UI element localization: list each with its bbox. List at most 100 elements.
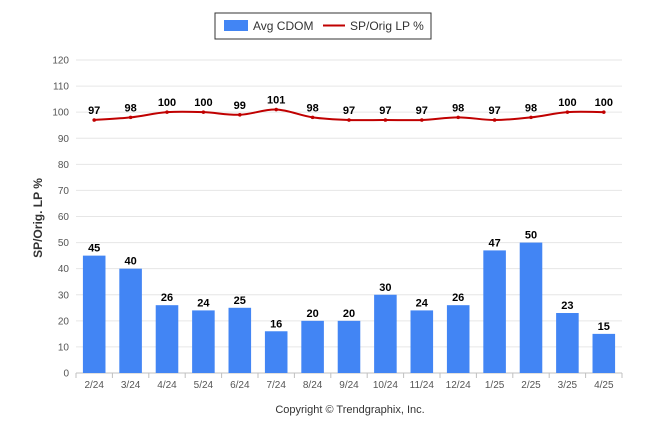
line-point-12-24 [456,115,461,120]
x-tick-label-8-24: 8/24 [303,380,323,391]
line-point-3-24 [128,115,133,120]
legend-label-bar: Avg CDOM [253,19,313,33]
bar-label-9-24: 20 [343,308,355,320]
line-label-7-24: 101 [267,95,285,107]
y-axis-ticks: 0 10 20 30 40 50 60 70 80 90 100 110 120 [52,56,69,380]
x-tick-label-4-24: 4/24 [157,380,177,391]
line-label-6-24: 99 [234,100,246,112]
y-tick-label-110: 110 [53,82,69,93]
legend: Avg CDOM SP/Orig LP % [214,12,432,40]
bar-3-24 [119,268,142,373]
bar-11-24 [410,310,434,373]
line-label-3-24: 98 [124,102,136,114]
line-data-labels: 97 98 100 100 99 101 98 97 97 97 98 97 98 100 100 [88,95,613,117]
line-label-4-24: 100 [158,97,176,109]
bar-label-3-24: 40 [124,256,136,268]
y-tick-label-80: 80 [58,160,70,171]
bar-label-6-24: 25 [234,295,246,307]
y-tick-label-100: 100 [52,108,69,119]
bar-label-2-24: 45 [88,243,100,255]
y-tick-label-40: 40 [58,264,70,275]
line-point-6-24 [238,112,242,117]
x-tick-label-12-24: 12/24 [446,380,471,391]
line-label-2-24: 97 [88,105,100,117]
x-tick-label-7-24: 7/24 [266,380,286,391]
x-tick-label-1-25: 1/25 [485,380,505,391]
bar-6-24 [228,307,252,373]
x-tick-label-9-24: 9/24 [339,380,359,391]
bar-2-25 [519,242,543,373]
bar-2-24 [82,255,106,373]
line-point-2-24 [92,118,96,122]
copyright-credit: Copyright © Trendgraphix, Inc. [275,404,424,416]
line-point-3-25 [565,110,570,114]
line-point-5-24 [201,110,206,114]
line-label-2-25: 98 [525,102,537,114]
line-point-8-24 [310,115,315,120]
bar-5-24 [192,310,215,373]
bar-label-1-25: 47 [488,237,500,249]
x-tick-label-5-24: 5/24 [194,380,214,391]
bar-label-2-25: 50 [525,230,537,242]
y-tick-label-10: 10 [58,342,70,353]
y-tick-label-90: 90 [58,134,70,145]
bar-label-12-24: 26 [452,292,464,304]
line-label-11-24: 97 [416,105,428,117]
bar-4-24 [155,305,179,373]
x-tick-label-11-24: 11/24 [410,380,435,391]
x-tick-label-2-25: 2/25 [521,380,541,391]
x-tick-label-10-24: 10/24 [373,380,398,391]
bar-label-4-25: 15 [598,321,610,333]
y-axis-title: SP/Orig. LP % [31,178,45,258]
bar-7-24 [264,331,288,373]
y-tick-label-120: 120 [52,56,69,67]
line-label-10-24: 97 [379,105,391,117]
line-label-3-25: 100 [558,97,576,109]
y-tick-label-70: 70 [58,186,70,197]
bar-data-labels: 45 40 26 24 25 16 20 20 30 24 26 47 50 23 15 [88,230,610,333]
bar-9-24 [337,320,361,373]
line-point-2-25 [529,115,533,120]
line-label-1-25: 97 [488,105,500,117]
line-label-9-24: 97 [343,105,355,117]
x-axis-ticks: 2/24 3/24 4/24 5/24 6/24 7/24 8/24 9/24 10/24 11/… [75,373,623,391]
y-tick-label-0: 0 [63,369,69,380]
line-label-12-24: 98 [452,102,464,114]
bar-label-7-24: 16 [270,318,282,330]
line-point-4-24 [165,110,169,114]
x-tick-label-3-24: 3/24 [121,380,141,391]
x-tick-label-4-25: 4/25 [594,380,614,391]
x-tick-label-6-24: 6/24 [230,380,250,391]
bar-12-24 [446,305,470,373]
bar-1-25 [483,250,506,373]
bar-label-4-24: 26 [161,292,173,304]
y-tick-label-50: 50 [58,238,70,249]
bar-3-25 [556,313,579,373]
legend-swatch-bar [224,20,248,31]
bar-label-11-24: 24 [416,297,429,309]
bar-10-24 [374,294,397,373]
bar-8-24 [301,320,324,373]
bar-label-5-24: 24 [197,297,210,309]
line-series [92,107,606,122]
bar-label-10-24: 30 [379,282,391,294]
line-point-11-24 [420,118,424,122]
line-point-1-25 [492,118,497,122]
x-tick-label-3-25: 3/25 [558,380,578,391]
bar-series [82,242,616,373]
line-point-4-25 [602,110,606,114]
bar-label-3-25: 23 [561,300,573,312]
y-tick-label-20: 20 [58,316,70,327]
line-point-10-24 [383,118,388,122]
line-point-9-24 [347,118,351,122]
x-tick-label-2-24: 2/24 [84,380,104,391]
line-label-8-24: 98 [306,102,318,114]
y-tick-label-60: 60 [58,212,70,223]
bar-4-25 [592,333,616,373]
legend-label-line: SP/Orig LP % [350,19,424,33]
line-label-4-25: 100 [595,97,613,109]
y-tick-label-30: 30 [58,290,70,301]
line-label-5-24: 100 [194,97,212,109]
line-point-7-24 [274,107,279,112]
